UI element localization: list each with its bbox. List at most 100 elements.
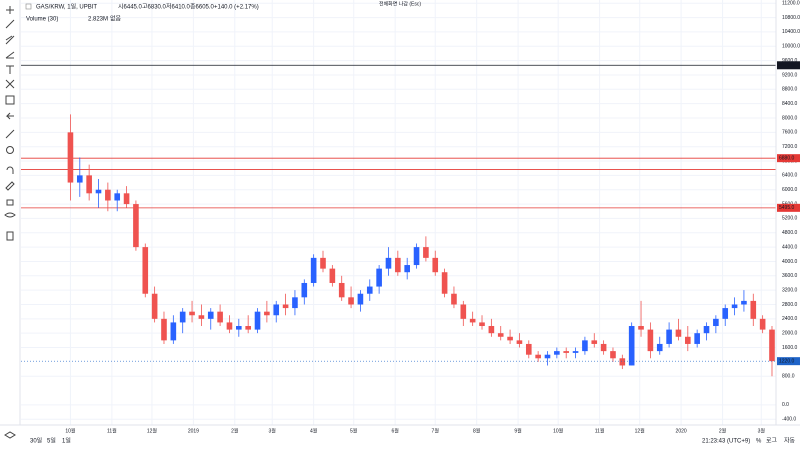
candle-body (226, 322, 233, 330)
candle-body (628, 326, 635, 366)
candle-body (525, 343, 532, 355)
candle-body (329, 268, 336, 283)
y-tick-label: 4400.0 (782, 244, 798, 250)
scale-option[interactable]: 로그 (766, 438, 778, 445)
candle-body (179, 311, 186, 323)
toolbar (4, 0, 21, 439)
candle-body (67, 132, 74, 183)
candle-body (301, 282, 308, 298)
candle-body (722, 308, 729, 319)
tool-icons[interactable] (4, 6, 16, 439)
x-tick-label: 10월 (65, 427, 76, 434)
candle-body (638, 326, 644, 330)
candle-body (741, 300, 747, 305)
price-tag-label: 9470.0 (779, 63, 795, 69)
ohlc-value: 시6445.0 (118, 4, 143, 11)
candle-body (516, 340, 523, 344)
x-tick-label: 3월 (758, 427, 766, 434)
candle-body (441, 272, 448, 294)
y-tick-label: 8400.0 (782, 101, 798, 107)
plot-area (21, 0, 776, 425)
candle-body (432, 257, 439, 273)
symbol: GAS/KRW, 1일, UPBIT (36, 3, 97, 11)
candle-body (460, 304, 467, 319)
candle-body (385, 257, 392, 269)
ohlc-value: 종6605.0 (190, 4, 215, 11)
bottom-bar: 30일 5일 1일% 로그 자동 (30, 437, 796, 445)
candle-body (423, 247, 429, 258)
price-tag (777, 203, 800, 212)
y-tick-label: 4000.0 (782, 259, 798, 265)
candle-body (395, 257, 401, 273)
x-tick-label: 2020 (676, 428, 687, 434)
y-tick-label: 3600.0 (782, 273, 798, 279)
price-tag-label: 6880.0 (779, 155, 795, 161)
range-button[interactable]: 5일 (47, 437, 56, 445)
x-tick-label: 2019 (188, 428, 199, 434)
y-tick-label: 6400.0 (782, 173, 798, 179)
y-tick-label: 2000.0 (782, 331, 798, 337)
y-tick-label: 5200.0 (782, 216, 798, 222)
candle-body (282, 304, 289, 309)
candle-body (207, 311, 214, 319)
y-tick-label: 2800.0 (782, 302, 798, 308)
y-tick-label: -400.0 (782, 417, 796, 423)
candle-body (488, 326, 495, 334)
candle-body (544, 354, 551, 359)
candle-body (254, 311, 261, 330)
y-tick-label: 10800.0 (782, 15, 800, 21)
candle-body (338, 282, 345, 298)
x-tick-label: 6월 (391, 427, 399, 434)
candle-body (123, 193, 130, 205)
candle-body (189, 311, 195, 316)
ohlc-value: 고6830.0 (142, 4, 167, 11)
y-tick-label: 2400.0 (782, 316, 798, 322)
candle-body (675, 329, 682, 337)
y-tick-label: 6000.0 (782, 187, 798, 193)
x-tick-label: 3월 (269, 427, 277, 434)
candle-body (404, 265, 410, 273)
ohlc-legend: 시6445.0 고6830.0 저6410.0 종6605.0 +140.0 (+2.1… (118, 3, 259, 11)
x-tick-label: 2월 (719, 427, 727, 434)
y-tick-label: 10400.0 (782, 29, 800, 35)
candle-body (133, 204, 139, 248)
clock: 21:23:43 (UTC+9) (702, 439, 750, 445)
candle-body (264, 311, 270, 316)
y-tick-label: 1600.0 (782, 345, 798, 351)
y-tick-label: 7600.0 (782, 130, 798, 136)
candle-body (769, 329, 775, 362)
candle-body (348, 297, 354, 305)
x-tick-label: 5월 (350, 427, 358, 434)
y-tick-label: 800.0 (782, 374, 795, 380)
scale-option[interactable]: 자동 (784, 437, 796, 445)
candle-body (170, 322, 177, 341)
y-tick-label: 3200.0 (782, 287, 798, 293)
candle-body (236, 326, 242, 330)
y-tick-label: 0.0 (782, 402, 789, 408)
candle-body (600, 343, 607, 352)
price-tag-label: 1220.0 (779, 358, 795, 364)
range-button[interactable]: 1일 (62, 437, 71, 445)
range-button[interactable]: 30일 (30, 437, 42, 445)
candle-body (114, 193, 121, 201)
fullscreen-hint[interactable]: 전체화면 나감 (Esc) (379, 0, 421, 7)
candle-body (413, 247, 420, 266)
scale-option[interactable]: % (756, 439, 762, 445)
candle-body (469, 318, 476, 323)
y-tick-label: 11200.0 (782, 1, 800, 7)
candle-body (666, 329, 672, 344)
candle-body (366, 286, 373, 294)
candle-body (310, 257, 317, 283)
candle-body (292, 297, 298, 309)
price-tag (777, 61, 800, 70)
candle-body (591, 340, 598, 344)
collapse-icon[interactable] (25, 3, 32, 10)
x-tick-label: 11월 (107, 427, 117, 434)
candle-body (76, 175, 83, 183)
candle-body (320, 257, 326, 269)
x-tick-label: 11월 (595, 427, 605, 434)
ohlc-value: +140.0 (+2.17%) (214, 5, 259, 11)
candle-body (151, 293, 158, 319)
volume-label: Volume (30) (26, 17, 58, 23)
